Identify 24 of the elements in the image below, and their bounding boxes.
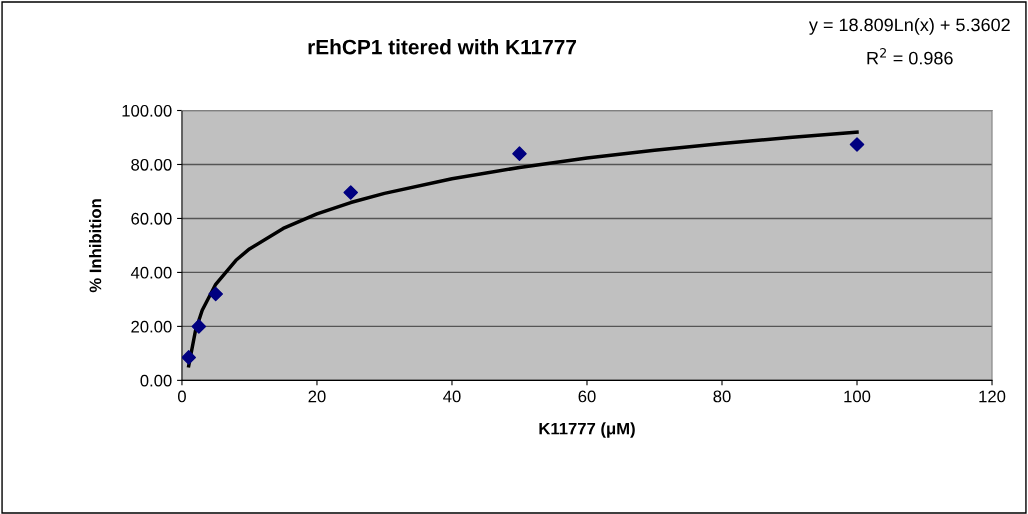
y-axis-title: % Inhibition [89, 199, 102, 293]
x-tick-label: 40 [443, 390, 461, 403]
point [191, 319, 207, 334]
x-tick-label: 20 [308, 390, 326, 403]
x-tick-label: 80 [713, 390, 731, 403]
point [343, 185, 359, 200]
y-tick-label: 80.00 [131, 158, 172, 171]
text: y = 18.809Ln(x) + 5.3602 [808, 17, 1010, 35]
x-tick-label: 100 [844, 390, 871, 403]
y-tick-label: 20.00 [131, 320, 172, 333]
x-tick-label: 0 [177, 390, 186, 403]
point [208, 286, 223, 302]
x-tick-label: 120 [979, 390, 1006, 403]
y-tick-label: 40.00 [130, 266, 172, 279]
y-tick-label: 0.00 [140, 374, 172, 387]
x-tick-label: 60 [578, 390, 596, 403]
y-tick-label: 100.00 [122, 104, 172, 117]
chart-title: rEhCP1 titered with K11777 [308, 39, 577, 55]
point [512, 146, 527, 161]
point [849, 137, 865, 152]
y-tick-label: 60.00 [131, 212, 172, 225]
text: R$^{2}$ = 0.986 [867, 48, 953, 65]
x-axis-title: K11777 (μM) [539, 422, 635, 438]
point [181, 350, 196, 365]
